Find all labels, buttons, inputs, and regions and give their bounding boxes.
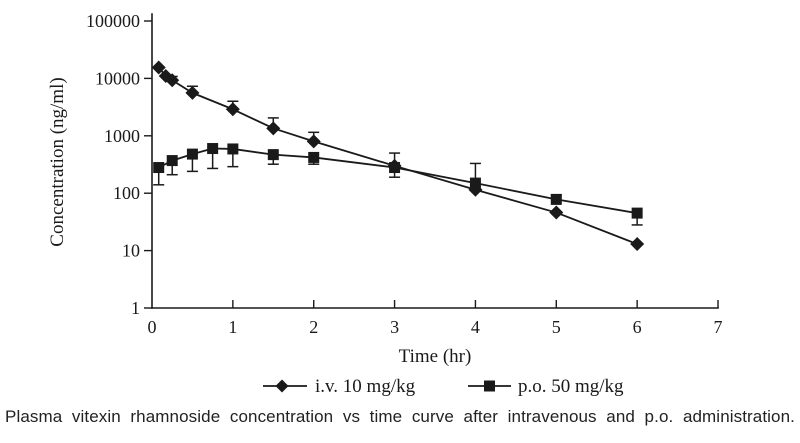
x-tick-label: 0 — [148, 317, 157, 337]
x-axis-title: Time (hr) — [399, 346, 472, 367]
series-po — [153, 143, 643, 226]
data-point-square — [207, 143, 219, 155]
data-point-square — [550, 193, 562, 205]
legend-po-square-marker — [484, 380, 495, 392]
y-tick-label: 1000 — [104, 126, 140, 146]
legend-item-po: p.o. 50 mg/kg — [468, 376, 624, 397]
y-tick-label: 1 — [131, 298, 140, 318]
data-point-diamond — [266, 121, 281, 136]
data-point-diamond — [165, 73, 180, 88]
data-point-diamond — [185, 85, 200, 100]
y-tick-label: 100000 — [86, 11, 140, 31]
figure-caption: Plasma vitexin rhamnoside concentration … — [5, 407, 795, 426]
legend: i.v. 10 mg/kg p.o. 50 mg/kg — [263, 376, 624, 397]
series-iv — [151, 60, 645, 252]
x-tick-label: 2 — [309, 317, 318, 337]
y-tick-label: 10000 — [95, 68, 140, 88]
data-point-square — [308, 151, 320, 163]
x-tick-label: 5 — [552, 317, 561, 337]
x-tick-label: 1 — [228, 317, 237, 337]
data-point-diamond — [549, 205, 564, 220]
data-point-diamond — [151, 60, 166, 75]
data-point-diamond — [225, 102, 240, 117]
legend-iv-diamond-marker — [275, 379, 289, 393]
x-tick-label: 4 — [471, 317, 480, 337]
series-iv-line — [158, 66, 638, 245]
series-po-line — [158, 147, 638, 214]
data-point-square — [153, 162, 165, 174]
data-point-square — [166, 155, 178, 167]
data-point-square — [389, 162, 401, 174]
x-tick-label: 6 — [633, 317, 642, 337]
data-point-square — [186, 148, 198, 160]
data-point-square — [631, 207, 643, 219]
data-point-diamond — [630, 237, 645, 252]
legend-item-iv: i.v. 10 mg/kg — [263, 376, 416, 397]
data-point-square — [227, 143, 239, 155]
y-tick-label: 100 — [113, 183, 140, 203]
y-axis-title: Concentration (ng/ml) — [47, 77, 68, 246]
legend-po-label: p.o. 50 mg/kg — [518, 376, 624, 397]
data-point-square — [267, 149, 279, 161]
x-tick-label: 3 — [390, 317, 399, 337]
x-tick-label: 7 — [714, 317, 723, 337]
data-point-diamond — [306, 134, 321, 149]
legend-iv-label: i.v. 10 mg/kg — [315, 376, 416, 397]
data-point-square — [469, 177, 481, 189]
y-tick-label: 10 — [122, 241, 140, 261]
